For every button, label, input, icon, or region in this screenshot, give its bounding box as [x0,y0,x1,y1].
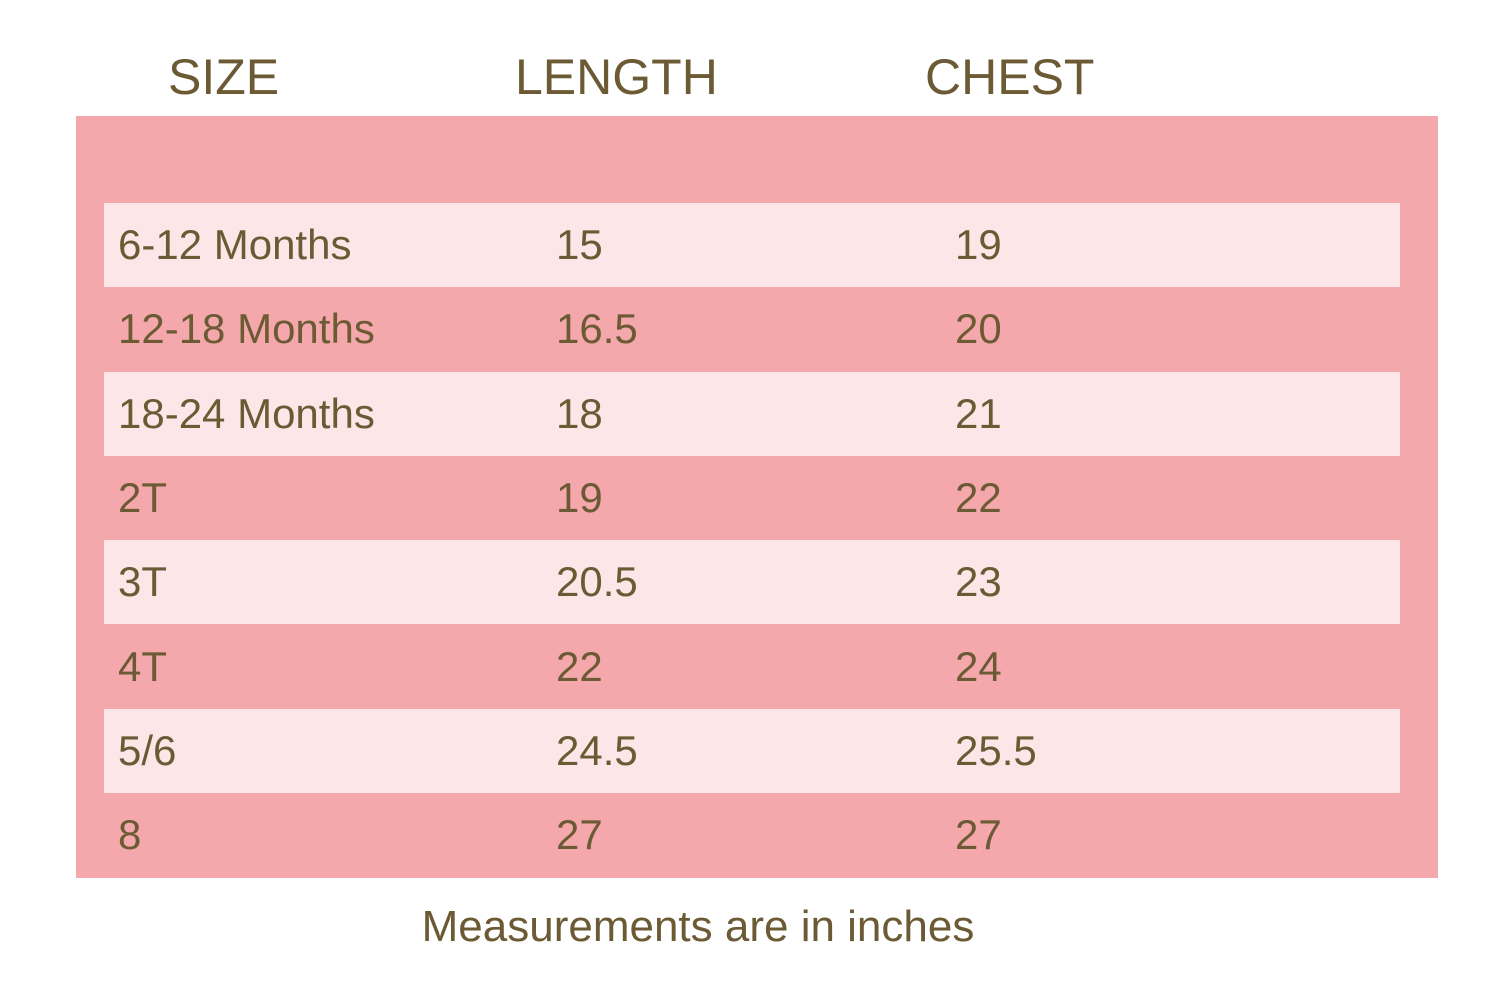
size-cell: 18-24 Months [118,389,375,437]
chest-cell: 22 [955,473,1002,521]
length-cell: 27 [556,811,603,859]
row-band [104,371,1400,456]
column-header: LENGTH [515,49,718,105]
length-cell: 16.5 [556,305,638,353]
length-cell: 22 [556,642,603,690]
length-cell: 19 [556,473,603,521]
size-cell: 12-18 Months [118,305,375,353]
chest-cell: 20 [955,305,1002,353]
footnote: Measurements are in inches [421,902,975,951]
size-cell: 8 [118,811,142,859]
size-cell: 6-12 Months [118,221,352,268]
size-cell: 3T [118,558,168,606]
column-header: SIZE [168,49,280,105]
size-cell: 4T [118,642,168,690]
length-cell: 20.5 [556,558,638,606]
length-cell: 24.5 [556,726,638,774]
chest-cell: 27 [955,811,1002,859]
size-cell: 2T [118,473,168,521]
length-cell: 15 [556,221,603,268]
row-band [104,708,1400,793]
column-header: CHEST [925,49,1095,105]
chest-cell: 24 [955,642,1002,690]
row-band [104,203,1400,287]
chest-cell: 19 [955,221,1002,268]
chest-cell: 25.5 [955,726,1037,774]
length-cell: 18 [556,389,603,437]
row-band [104,540,1400,625]
size-cell: 5/6 [118,726,177,774]
chest-cell: 23 [955,558,1002,606]
chest-cell: 21 [955,389,1002,437]
